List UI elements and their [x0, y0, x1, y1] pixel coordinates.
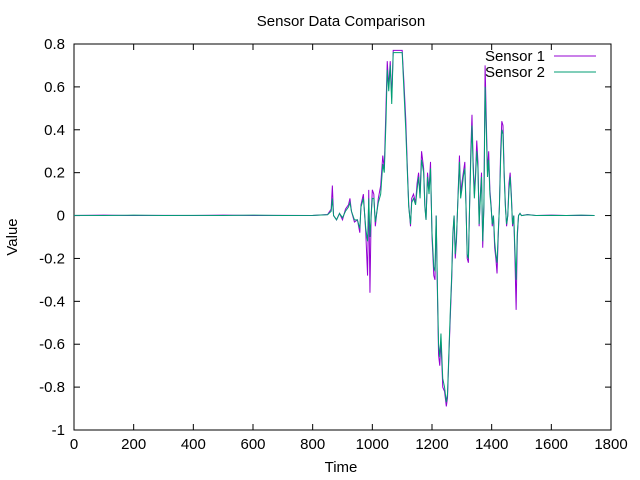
series-group: [74, 49, 595, 407]
plot-frame: [73, 43, 612, 431]
y-tick-label: -0.8: [39, 379, 65, 396]
y-tick-label: -0.2: [39, 250, 65, 267]
x-tick-label: 1600: [535, 436, 568, 453]
x-tick-label: 1400: [475, 436, 508, 453]
x-axis-label: Time: [325, 459, 358, 476]
x-tick-label: 1200: [415, 436, 448, 453]
y-tick-label: 0.8: [44, 36, 65, 53]
x-tick-label: 1000: [356, 436, 389, 453]
series-line-1: [74, 49, 595, 407]
plot-border: [73, 43, 612, 431]
x-axis-ticks: 0 200 400 600 800 1000 1200 1400 1600 1800: [70, 44, 628, 453]
y-tick-label: -1: [52, 422, 65, 439]
y-axis-ticks: -1 -0.8 -0.6 -0.4 -0.2 0 0.2 0.4 0.6 0.8: [39, 36, 611, 439]
y-tick-label: -0.4: [39, 293, 65, 310]
x-tick-label: 0: [70, 436, 78, 453]
x-tick-label: 800: [300, 436, 325, 453]
y-tick-label: 0.6: [44, 79, 65, 96]
x-tick-label: 200: [121, 436, 146, 453]
x-tick-label: 1800: [594, 436, 627, 453]
y-tick-label: -0.6: [39, 336, 65, 353]
y-axis-label: Value: [4, 218, 21, 255]
x-tick-label: 400: [181, 436, 206, 453]
y-tick-label: 0: [57, 208, 65, 225]
y-tick-label: 0.2: [44, 165, 65, 182]
legend-label-1: Sensor 1: [485, 48, 545, 65]
y-tick-label: 0.4: [44, 122, 65, 139]
chart-title: Sensor Data Comparison: [257, 13, 425, 30]
legend-label-2: Sensor 2: [485, 64, 545, 81]
x-tick-label: 600: [240, 436, 265, 453]
series-line-2: [74, 52, 595, 403]
